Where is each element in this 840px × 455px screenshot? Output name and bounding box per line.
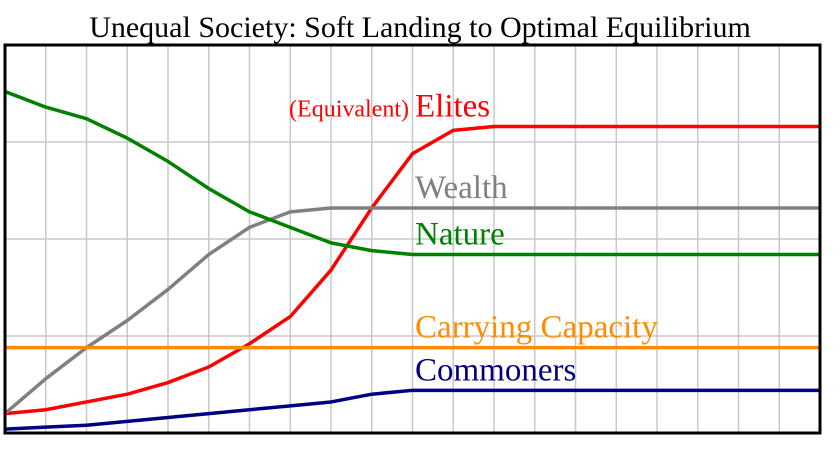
chart-title: Unequal Society: Soft Landing to Optimal… xyxy=(89,11,751,44)
series-line-wealth xyxy=(3,206,820,415)
series-label-nature: Nature xyxy=(415,217,505,253)
series-label-prefix-elites: (Equivalent) xyxy=(289,96,409,122)
series-label-carrying-capacity: Carrying Capacity xyxy=(415,310,658,346)
series-label-commoners: Commoners xyxy=(415,352,576,388)
plot-frame xyxy=(3,43,822,435)
grid xyxy=(5,45,820,433)
series-lines xyxy=(3,89,820,431)
series-label-elites: Elites xyxy=(415,88,490,124)
series-labels: Elites(Equivalent) Wealth Nature Carrying C… xyxy=(289,88,658,388)
series-line-nature xyxy=(4,89,820,257)
series-line-elites xyxy=(4,124,820,416)
series-line-commoners xyxy=(4,388,820,431)
series-label-wealth: Wealth xyxy=(415,170,508,206)
